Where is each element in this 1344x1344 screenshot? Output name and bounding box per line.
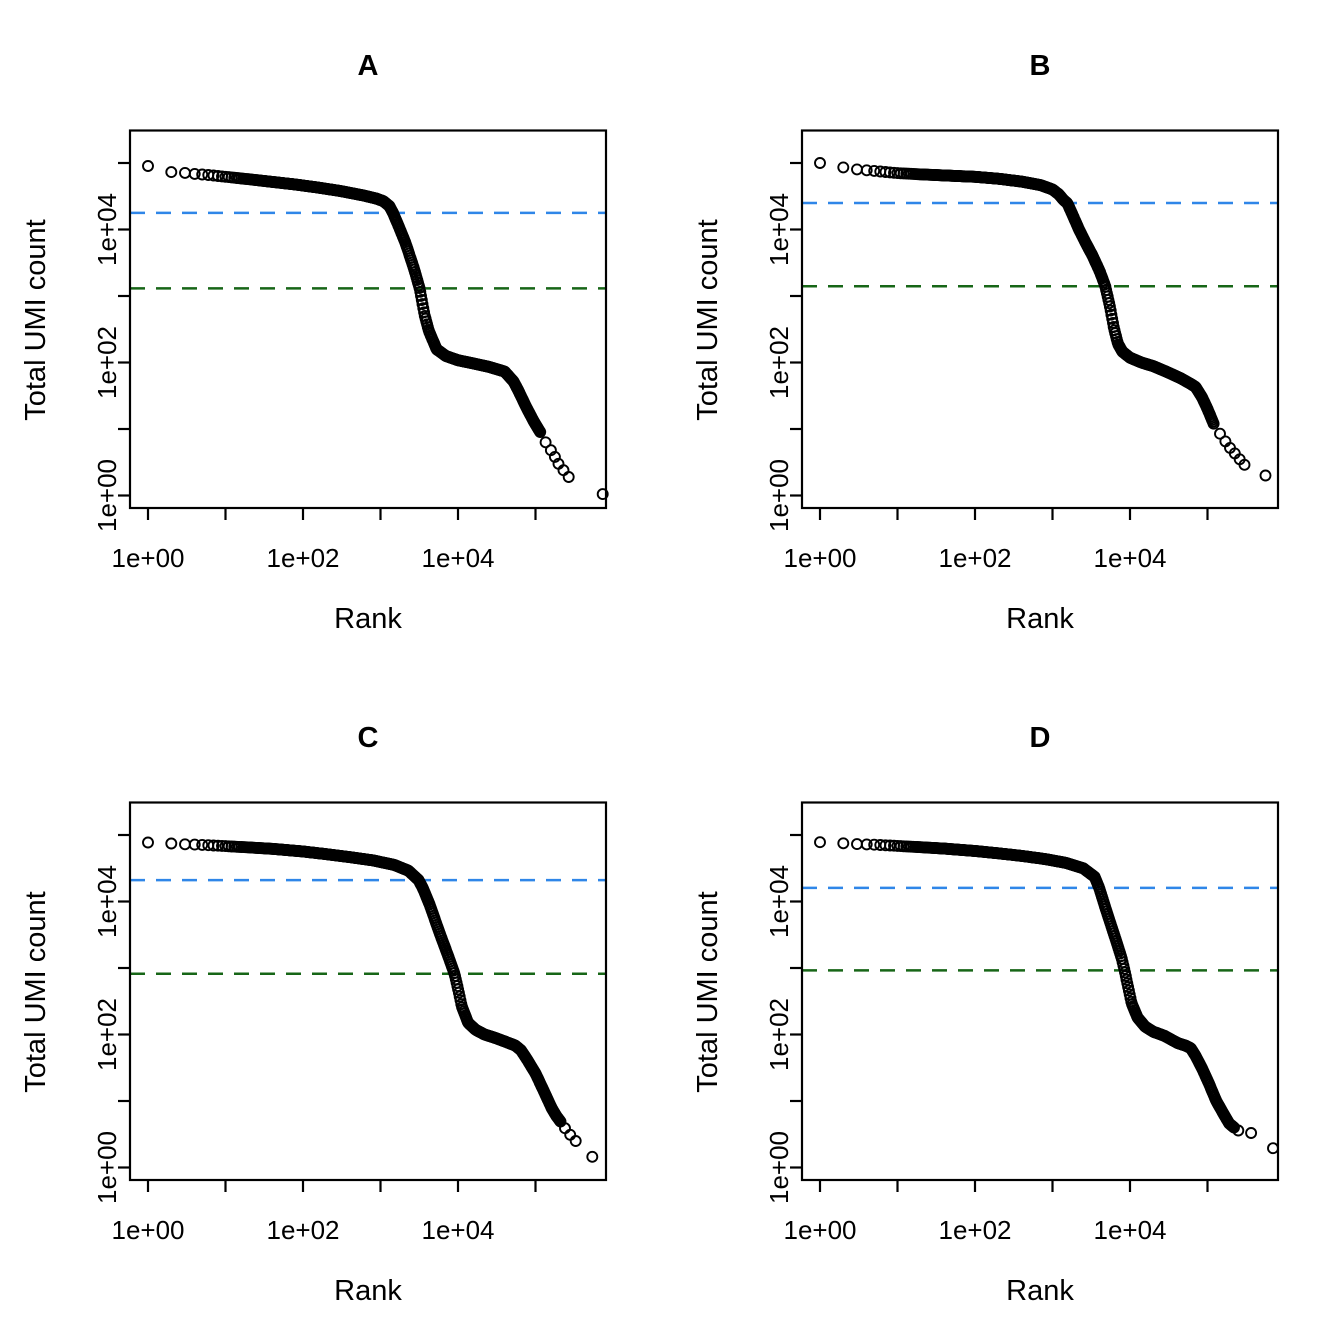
y-tick-label: 1e+00 <box>92 1131 122 1204</box>
y-tick-label: 1e+02 <box>92 998 122 1071</box>
y-tick-label: 1e+00 <box>764 459 794 532</box>
y-tick-label: 1e+02 <box>92 326 122 399</box>
barcode-rank-plot-C: 1e+00 1e+02 1e+04 1e+00 1e+02 1e+04 <box>92 801 608 1245</box>
data-points <box>142 836 599 1163</box>
x-tick-label: 1e+04 <box>421 543 494 573</box>
x-axis-label-D: Rank <box>1006 1275 1074 1307</box>
y-axis-label-A: Total UMI count <box>20 219 52 421</box>
data-points <box>142 160 609 501</box>
panel-B: 1e+00 1e+02 1e+04 1e+00 1e+02 1e+04 B Total U… <box>672 0 1344 672</box>
panel-title-D: D <box>1029 722 1051 754</box>
y-tick-label: 1e+04 <box>764 865 794 938</box>
x-tick-label: 1e+04 <box>1093 1215 1166 1245</box>
panel-C: 1e+00 1e+02 1e+04 1e+00 1e+02 1e+04 C Total U… <box>0 672 672 1344</box>
x-axis-label-C: Rank <box>334 1275 402 1307</box>
y-tick-label: 1e+02 <box>764 998 794 1071</box>
panel-title-B: B <box>1029 50 1051 82</box>
y-tick-label: 1e+04 <box>92 193 122 266</box>
panel-title-C: C <box>357 722 379 754</box>
barcode-rank-plot-A: 1e+00 1e+02 1e+04 1e+00 1e+02 1e+04 <box>92 129 609 573</box>
panel-A: 1e+00 1e+02 1e+04 1e+00 1e+02 1e+04 A Total U… <box>0 0 672 672</box>
y-tick-label: 1e+04 <box>92 865 122 938</box>
panel-title-A: A <box>357 50 379 82</box>
x-tick-label: 1e+00 <box>783 543 856 573</box>
y-axis-label-D: Total UMI count <box>692 891 724 1093</box>
panel-D: 1e+00 1e+02 1e+04 1e+00 1e+02 1e+04 D Total U… <box>672 672 1344 1344</box>
x-tick-label: 1e+02 <box>938 1215 1011 1245</box>
y-tick-label: 1e+00 <box>764 1131 794 1204</box>
barcode-rank-plot-D: 1e+00 1e+02 1e+04 1e+00 1e+02 1e+04 <box>764 801 1280 1245</box>
y-axis-label-C: Total UMI count <box>20 891 52 1093</box>
x-tick-label: 1e+04 <box>421 1215 494 1245</box>
x-tick-label: 1e+00 <box>111 543 184 573</box>
x-tick-label: 1e+02 <box>266 543 339 573</box>
x-tick-label: 1e+00 <box>111 1215 184 1245</box>
x-tick-label: 1e+04 <box>1093 543 1166 573</box>
y-tick-label: 1e+04 <box>764 193 794 266</box>
data-points <box>814 157 1272 482</box>
x-axis-label-A: Rank <box>334 603 402 635</box>
y-axis-label-B: Total UMI count <box>692 219 724 421</box>
y-tick-label: 1e+02 <box>764 326 794 399</box>
x-tick-label: 1e+02 <box>266 1215 339 1245</box>
x-tick-label: 1e+00 <box>783 1215 856 1245</box>
data-points <box>814 836 1279 1155</box>
x-tick-label: 1e+02 <box>938 543 1011 573</box>
barcode-rank-plot-B: 1e+00 1e+02 1e+04 1e+00 1e+02 1e+04 <box>764 129 1280 573</box>
y-tick-label: 1e+00 <box>92 459 122 532</box>
x-axis-label-B: Rank <box>1006 603 1074 635</box>
